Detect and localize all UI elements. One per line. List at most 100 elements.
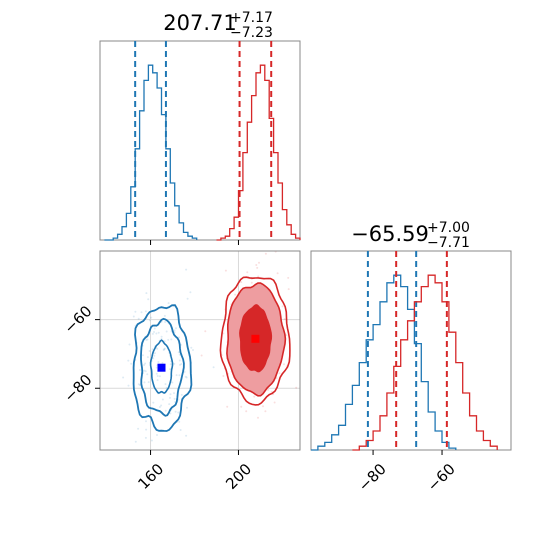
- scatter-point: [257, 416, 259, 419]
- scatter-point: [147, 381, 150, 384]
- scatter-point: [158, 375, 161, 378]
- scatter-point: [153, 354, 156, 357]
- scatter-point: [240, 281, 243, 284]
- x-tick-label-1: 200: [222, 460, 255, 493]
- scatter-point: [179, 363, 181, 366]
- scatter-point: [137, 427, 140, 430]
- scatter-point: [153, 331, 155, 333]
- scatter-point: [134, 440, 137, 443]
- scatter-point: [178, 374, 181, 377]
- scatter-point: [153, 327, 156, 330]
- scatter-point: [169, 363, 172, 366]
- x-hist-series-0: [104, 64, 198, 241]
- y-param-minus: −7.71: [427, 235, 470, 251]
- x-param-title: 207.71: [163, 11, 236, 35]
- y-param-median: −65.59: [351, 222, 429, 246]
- scatter-point: [184, 375, 187, 378]
- scatter-point: [167, 302, 170, 305]
- x-hist-series-1: [216, 64, 301, 241]
- scatter-point: [165, 387, 168, 389]
- scatter-point: [224, 269, 227, 272]
- scatter-point: [163, 340, 166, 343]
- contour-0-1: [140, 317, 185, 417]
- scatter-point: [151, 332, 154, 335]
- scatter-point: [134, 310, 137, 313]
- scatter-point: [267, 388, 270, 391]
- scatter-point: [185, 434, 188, 437]
- scatter-point: [128, 343, 131, 346]
- scatter-point: [262, 405, 264, 408]
- scatter-point: [144, 362, 147, 365]
- y-tick-label-right-0: −80: [355, 460, 390, 495]
- scatter-point: [152, 357, 155, 360]
- scatter-point: [146, 356, 149, 359]
- scatter-point: [156, 347, 159, 350]
- scatter-point: [145, 339, 148, 341]
- scatter-point: [144, 310, 147, 313]
- scatter-point: [156, 375, 159, 377]
- scatter-point: [204, 330, 207, 333]
- scatter-point: [257, 275, 260, 278]
- scatter-point: [165, 330, 168, 333]
- scatter-point: [190, 346, 193, 349]
- point-marker-0: [157, 363, 166, 372]
- scatter-point: [145, 428, 148, 431]
- scatter-point: [234, 293, 237, 296]
- scatter-point: [148, 350, 151, 352]
- scatter-point: [161, 362, 164, 364]
- scatter-point: [151, 348, 154, 351]
- point-marker-1: [251, 334, 260, 343]
- scatter-point: [178, 420, 181, 423]
- scatter-point: [141, 354, 144, 357]
- scatter-point: [157, 331, 160, 334]
- scatter-point: [173, 329, 176, 332]
- scatter-point: [169, 393, 172, 396]
- scatter-point: [152, 401, 155, 404]
- scatter-point: [246, 271, 249, 274]
- scatter-point: [143, 381, 146, 384]
- scatter-point: [180, 363, 183, 365]
- scatter-point: [163, 347, 166, 350]
- scatter-point: [155, 372, 158, 375]
- scatter-point: [158, 406, 161, 408]
- scatter-point: [143, 369, 146, 372]
- scatter-point: [281, 305, 284, 308]
- scatter-point: [186, 406, 188, 409]
- scatter-point: [157, 361, 160, 363]
- scatter-point: [177, 351, 180, 354]
- scatter-point: [240, 405, 243, 408]
- scatter-point: [164, 383, 167, 386]
- scatter-point: [222, 375, 225, 377]
- scatter-point: [175, 374, 178, 377]
- scatter-point: [147, 298, 150, 301]
- joint-panel: [99, 250, 301, 451]
- scatter-point: [287, 288, 290, 291]
- scatter-point: [285, 334, 288, 337]
- scatter-point: [278, 372, 281, 375]
- scatter-point: [186, 297, 189, 300]
- scatter-point: [283, 318, 286, 320]
- scatter-point: [173, 397, 176, 400]
- scatter-point: [178, 359, 181, 362]
- scatter-point: [144, 436, 147, 439]
- scatter-point: [255, 264, 258, 266]
- scatter-point: [173, 392, 175, 395]
- scatter-point: [295, 386, 298, 389]
- scatter-point: [283, 363, 285, 366]
- y-tick-label-right-1: −60: [424, 460, 459, 495]
- y-param-plus: +7.00: [427, 220, 470, 236]
- y-marginal-panel: −65.59 +7.00 −7.71: [310, 220, 512, 451]
- scatter-point: [160, 404, 163, 407]
- scatter-point: [212, 366, 215, 369]
- scatter-point: [155, 366, 158, 369]
- scatter-point: [258, 261, 260, 264]
- scatter-point: [150, 316, 153, 319]
- x-tick-label-0: 160: [134, 460, 167, 493]
- scatter-point: [273, 401, 276, 404]
- scatter-point: [168, 403, 171, 406]
- scatter-point: [145, 292, 148, 295]
- scatter-point: [264, 410, 267, 413]
- scatter-point: [156, 379, 159, 382]
- scatter-point: [137, 317, 140, 320]
- contour-0-2: [132, 304, 193, 432]
